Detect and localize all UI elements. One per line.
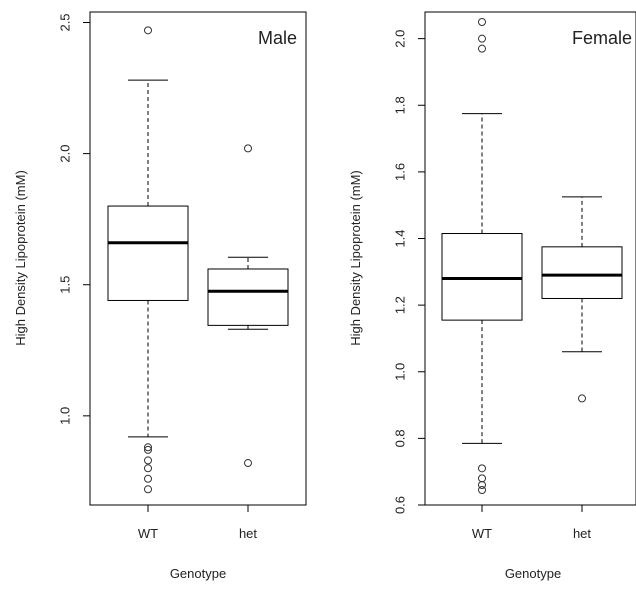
panel-title: Female bbox=[572, 28, 632, 48]
outlier-point bbox=[144, 485, 152, 494]
outlier-point bbox=[478, 44, 486, 53]
outlier-point bbox=[144, 456, 152, 465]
iqr-box bbox=[441, 233, 523, 321]
outlier-point bbox=[144, 443, 152, 452]
panel-male: Male 1.0 1.5 2.0 2.5 High Density Lipoprotein… bbox=[13, 11, 307, 581]
outlier-point bbox=[144, 26, 152, 35]
iqr-box bbox=[107, 205, 189, 301]
outlier-point bbox=[478, 464, 486, 473]
box-het bbox=[541, 196, 623, 403]
y-tick-label: 2.0 bbox=[57, 145, 72, 163]
y-tick-label: 1.2 bbox=[392, 296, 407, 314]
iqr-box bbox=[541, 246, 623, 299]
x-axis-label: Genotype bbox=[170, 566, 226, 581]
plot-frame bbox=[89, 11, 307, 506]
y-axis-label: High Density Lipoprotein (mM) bbox=[348, 170, 363, 346]
y-tick-label: 0.8 bbox=[392, 429, 407, 447]
outlier-point bbox=[478, 474, 486, 483]
box-het bbox=[207, 144, 289, 468]
outlier-point bbox=[144, 445, 152, 454]
outlier-point bbox=[478, 34, 486, 43]
y-tick-label: 1.0 bbox=[57, 407, 72, 425]
y-tick-label: 1.8 bbox=[392, 96, 407, 114]
x-tick-label: WT bbox=[472, 526, 492, 541]
box-wt bbox=[107, 26, 189, 494]
y-tick-label: 2.0 bbox=[392, 30, 407, 48]
outlier-point bbox=[244, 144, 252, 153]
box-wt bbox=[441, 17, 523, 495]
x-tick-label: het bbox=[239, 526, 257, 541]
outlier-point bbox=[478, 17, 486, 26]
x-axis-label: Genotype bbox=[505, 566, 561, 581]
x-tick-label: WT bbox=[138, 526, 158, 541]
outlier-point bbox=[144, 464, 152, 473]
outlier-point bbox=[478, 481, 486, 490]
panel-title: Male bbox=[258, 28, 297, 48]
y-tick-label: 2.5 bbox=[57, 13, 72, 31]
y-tick-label: 1.6 bbox=[392, 163, 407, 181]
x-tick-label: het bbox=[573, 526, 591, 541]
outlier-point bbox=[578, 394, 586, 403]
y-axis-label: High Density Lipoprotein (mM) bbox=[13, 170, 28, 346]
y-tick-label: 1.0 bbox=[392, 363, 407, 381]
y-tick-label: 0.6 bbox=[392, 496, 407, 514]
panel-female: Female 0.6 0.8 1.0 1.2 1.4 1.6 1.8 2.0 High Densi… bbox=[348, 11, 636, 581]
outlier-point bbox=[478, 486, 486, 495]
plot-frame bbox=[424, 11, 636, 506]
outlier-point bbox=[144, 474, 152, 483]
outlier-point bbox=[244, 459, 252, 468]
y-tick-label: 1.4 bbox=[392, 229, 407, 247]
iqr-box bbox=[207, 268, 289, 326]
y-tick-label: 1.5 bbox=[57, 276, 72, 294]
